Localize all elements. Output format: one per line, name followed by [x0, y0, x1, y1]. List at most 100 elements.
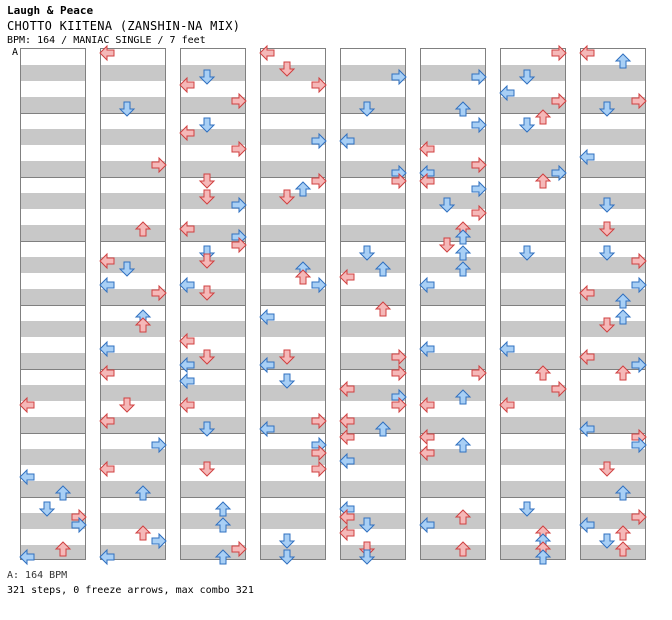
- up-arrow-icon: [614, 365, 632, 381]
- down-arrow-icon: [358, 549, 376, 565]
- down-arrow-icon: [198, 285, 216, 301]
- measure-line: [181, 177, 245, 178]
- left-arrow-icon: [579, 348, 595, 366]
- left-arrow-icon: [99, 44, 115, 62]
- left-arrow-icon: [339, 380, 355, 398]
- right-arrow-icon: [471, 180, 487, 198]
- measure-line: [101, 113, 165, 114]
- right-arrow-icon: [471, 204, 487, 222]
- down-arrow-icon: [598, 101, 616, 117]
- measure-column: [339, 48, 407, 565]
- measure-column: [499, 44, 567, 565]
- measure-line: [421, 369, 485, 370]
- left-arrow-icon: [339, 412, 355, 430]
- down-arrow-icon: [118, 261, 136, 277]
- up-arrow-icon: [534, 365, 552, 381]
- measure-line: [501, 369, 565, 370]
- measure-line: [501, 433, 565, 434]
- measure-line: [261, 241, 325, 242]
- measure-line: [181, 241, 245, 242]
- right-arrow-icon: [311, 276, 327, 294]
- left-arrow-icon: [99, 340, 115, 358]
- left-arrow-icon: [419, 396, 435, 414]
- right-arrow-icon: [151, 284, 167, 302]
- left-arrow-icon: [179, 220, 195, 238]
- chart-info: BPM: 164 / MANIAC SINGLE / 7 feet: [7, 35, 206, 46]
- measure-line: [21, 497, 85, 498]
- left-arrow-icon: [339, 268, 355, 286]
- right-arrow-icon: [551, 92, 567, 110]
- chart-title: CHOTTO KIITENA (ZANSHIN-NA MIX): [7, 19, 241, 33]
- measure-line: [341, 113, 405, 114]
- down-arrow-icon: [38, 501, 56, 517]
- measure-line: [421, 433, 485, 434]
- measure-column: [99, 44, 167, 566]
- measure-line: [581, 305, 645, 306]
- left-arrow-icon: [179, 356, 195, 374]
- measure-line: [101, 305, 165, 306]
- left-arrow-icon: [499, 84, 515, 102]
- measure-column: [419, 48, 487, 560]
- down-arrow-icon: [598, 221, 616, 237]
- right-arrow-icon: [631, 356, 647, 374]
- up-arrow-icon: [614, 309, 632, 325]
- up-arrow-icon: [454, 541, 472, 557]
- measure-line: [181, 113, 245, 114]
- up-arrow-icon: [454, 245, 472, 261]
- down-arrow-icon: [198, 461, 216, 477]
- left-arrow-icon: [499, 396, 515, 414]
- down-arrow-icon: [358, 245, 376, 261]
- left-arrow-icon: [99, 252, 115, 270]
- measure-line: [501, 113, 565, 114]
- down-arrow-icon: [438, 237, 456, 253]
- arrow-layer: [259, 44, 327, 565]
- up-arrow-icon: [134, 525, 152, 541]
- down-arrow-icon: [278, 533, 296, 549]
- measure-line: [181, 497, 245, 498]
- right-arrow-icon: [631, 92, 647, 110]
- down-arrow-icon: [198, 421, 216, 437]
- down-arrow-icon: [598, 461, 616, 477]
- measure-line: [261, 177, 325, 178]
- right-arrow-icon: [151, 436, 167, 454]
- measure-line: [341, 433, 405, 434]
- left-arrow-icon: [179, 76, 195, 94]
- left-arrow-icon: [339, 452, 355, 470]
- left-arrow-icon: [579, 420, 595, 438]
- up-arrow-icon: [454, 509, 472, 525]
- down-arrow-icon: [598, 197, 616, 213]
- measure-line: [341, 497, 405, 498]
- down-arrow-icon: [358, 101, 376, 117]
- down-arrow-icon: [198, 253, 216, 269]
- measure-line: [261, 369, 325, 370]
- down-arrow-icon: [358, 517, 376, 533]
- bpm-footer: A: 164 BPM: [7, 570, 68, 581]
- up-arrow-icon: [294, 181, 312, 197]
- measure-line: [341, 177, 405, 178]
- up-arrow-icon: [614, 541, 632, 557]
- stats-footer: 321 steps, 0 freeze arrows, max combo 32…: [7, 585, 254, 596]
- measure-line: [581, 241, 645, 242]
- measure-line: [501, 177, 565, 178]
- left-arrow-icon: [499, 340, 515, 358]
- down-arrow-icon: [598, 317, 616, 333]
- measure-line: [581, 177, 645, 178]
- arrow-layer: [19, 396, 87, 566]
- measure-line: [101, 497, 165, 498]
- down-arrow-icon: [598, 245, 616, 261]
- arrow-layer: [499, 44, 567, 565]
- chart-artist: Laugh & Peace: [7, 4, 94, 17]
- measure-line: [501, 497, 565, 498]
- measure-line: [101, 177, 165, 178]
- down-arrow-icon: [598, 533, 616, 549]
- measure-line: [101, 369, 165, 370]
- measure-line: [341, 305, 405, 306]
- measure-line: [421, 113, 485, 114]
- arrow-layer: [579, 44, 647, 557]
- left-arrow-icon: [339, 132, 355, 150]
- up-arrow-icon: [134, 485, 152, 501]
- right-arrow-icon: [231, 236, 247, 254]
- left-arrow-icon: [419, 340, 435, 358]
- measure-line: [261, 497, 325, 498]
- measure-line: [501, 305, 565, 306]
